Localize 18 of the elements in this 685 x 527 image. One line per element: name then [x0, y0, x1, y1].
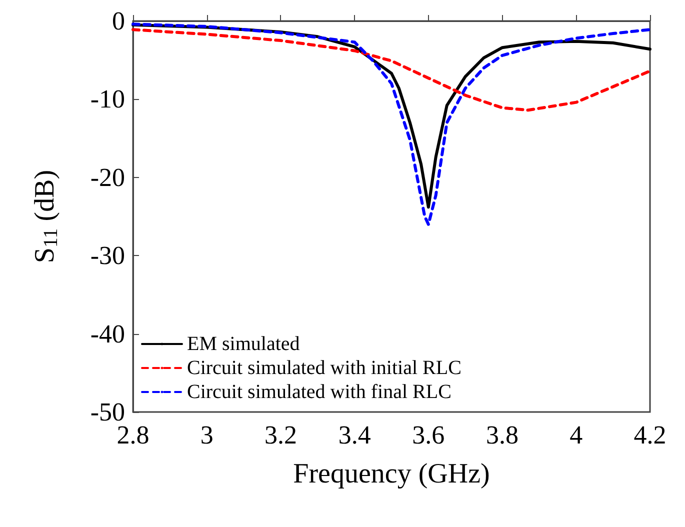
y-tick-label: -40: [90, 319, 125, 348]
y-tick-label: -20: [90, 162, 125, 192]
x-tick-label: 3.6: [412, 420, 445, 450]
x-tick-label: 3.4: [338, 420, 371, 450]
y-tick-label: -10: [90, 84, 125, 114]
y-axis-title: S11 (dB): [30, 170, 62, 264]
y-tick-label: 0: [112, 6, 125, 36]
legend-label: EM simulated: [187, 333, 300, 355]
x-axis-title: Frequency (GHz): [293, 458, 490, 490]
x-tick-label: 4.2: [634, 420, 666, 450]
x-tick-label: 3: [200, 420, 214, 450]
legend-label: Circuit simulated with final RLC: [187, 381, 452, 403]
line-series: [132, 28, 652, 112]
x-tick-label: 4: [570, 420, 583, 450]
x-tick-label: 3.2: [264, 420, 297, 450]
x-tick-label: 3.8: [486, 420, 519, 450]
y-tick-label: -30: [90, 241, 125, 270]
legend-label: Circuit simulated with initial RLC: [187, 357, 462, 379]
